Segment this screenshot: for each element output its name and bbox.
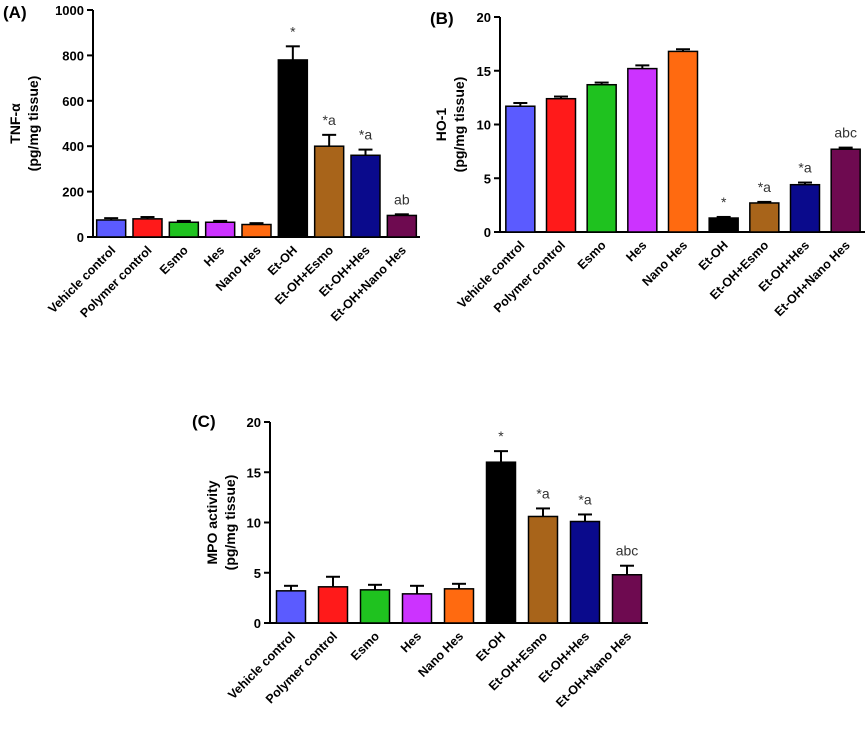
b-y-tick-label: 10 — [477, 118, 491, 133]
c-category-label: Hes — [398, 629, 424, 655]
a-significance-label: * — [290, 23, 296, 39]
b-bar — [505, 105, 536, 233]
b-y-tick-label: 5 — [484, 171, 491, 186]
a-bar — [277, 59, 309, 238]
b-bar — [627, 67, 658, 233]
b-category-label: Et-OH — [696, 238, 731, 273]
b-y-tick-label: 0 — [484, 225, 491, 240]
b-bar — [789, 183, 821, 233]
b-bar — [830, 148, 861, 233]
c-category-label: Esmo — [348, 629, 382, 663]
c-bar — [359, 589, 391, 624]
a-bar — [168, 221, 200, 238]
a-y-label-unit: (pg/mg tissue) — [25, 76, 41, 172]
c-significance-label: *a — [578, 491, 591, 507]
c-bar — [485, 461, 517, 624]
a-significance-label: *a — [359, 127, 372, 143]
c-y-label: MPO activity — [204, 480, 220, 564]
a-bar — [350, 154, 381, 238]
b-bar — [749, 202, 780, 233]
a-significance-label: *a — [323, 112, 336, 128]
c-significance-label: * — [498, 428, 504, 444]
panel-label-b: (B) — [430, 9, 454, 28]
b-bar — [545, 97, 577, 233]
a-bar — [313, 145, 345, 238]
b-significance-label: abc — [834, 125, 857, 141]
b-category-label: Et-OH+Nano Hes — [772, 238, 853, 319]
a-y-tick-label: 200 — [62, 185, 84, 200]
b-category-label: Vehicle control — [455, 238, 528, 311]
a-y-label: TNF-α — [7, 103, 23, 144]
a-category-label: Hes — [201, 243, 227, 269]
c-category-label: Et-OH+Nano Hes — [553, 629, 634, 710]
c-bar — [401, 593, 433, 624]
c-bar — [569, 520, 601, 624]
b-significance-label: *a — [758, 179, 771, 195]
a-bar — [132, 218, 163, 238]
a-bar — [386, 214, 418, 238]
a-category-label: Et-OH — [265, 243, 300, 278]
b-y-tick-label: 20 — [477, 10, 491, 25]
b-y-label-unit: (pg/mg tissue) — [451, 77, 467, 173]
b-bar — [667, 50, 699, 233]
c-y-tick-label: 15 — [247, 465, 261, 480]
c-y-label-unit: (pg/mg tissue) — [222, 475, 238, 571]
b-category-label: Esmo — [575, 238, 609, 272]
a-bar — [241, 223, 272, 238]
c-y-tick-label: 0 — [254, 616, 261, 631]
chart-b: 0 5 10 15 20 HO-1 (pg/mg tissue) Vehicle contro… — [433, 10, 865, 319]
c-y-tick-label: 20 — [247, 415, 261, 430]
a-y-tick-label: 600 — [62, 94, 84, 109]
c-bar — [317, 586, 349, 624]
a-significance-label: ab — [394, 191, 410, 207]
a-y-tick-label: 0 — [77, 230, 84, 245]
panel-label-c: (C) — [192, 412, 216, 431]
panel-label-a: (A) — [3, 3, 27, 22]
b-category-label: Polymer control — [491, 238, 568, 315]
c-category-label: Et-OH — [473, 629, 508, 664]
c-bar — [611, 574, 643, 624]
a-y-tick-label: 1000 — [55, 3, 84, 18]
b-bar — [708, 217, 739, 233]
c-significance-label: *a — [536, 485, 549, 501]
c-significance-label: abc — [616, 543, 639, 559]
a-y-tick-label: 400 — [62, 139, 84, 154]
b-significance-label: *a — [798, 160, 811, 176]
a-bar — [204, 221, 236, 238]
a-bar — [95, 219, 127, 238]
b-y-label: HO-1 — [433, 108, 449, 142]
a-category-label: Esmo — [157, 243, 191, 277]
c-y-tick-label: 10 — [247, 516, 261, 531]
b-bar — [586, 83, 617, 233]
c-category-label: Nano Hes — [415, 629, 466, 680]
c-bar — [443, 588, 475, 624]
c-bar — [527, 515, 559, 624]
b-category-label: Hes — [623, 238, 649, 264]
b-y-tick-label: 15 — [477, 64, 491, 79]
c-category-label: Polymer control — [263, 629, 340, 706]
a-y-tick-label: 800 — [62, 48, 84, 63]
b-significance-label: * — [721, 194, 727, 210]
c-y-tick-label: 5 — [254, 566, 261, 581]
c-bar — [275, 590, 307, 624]
